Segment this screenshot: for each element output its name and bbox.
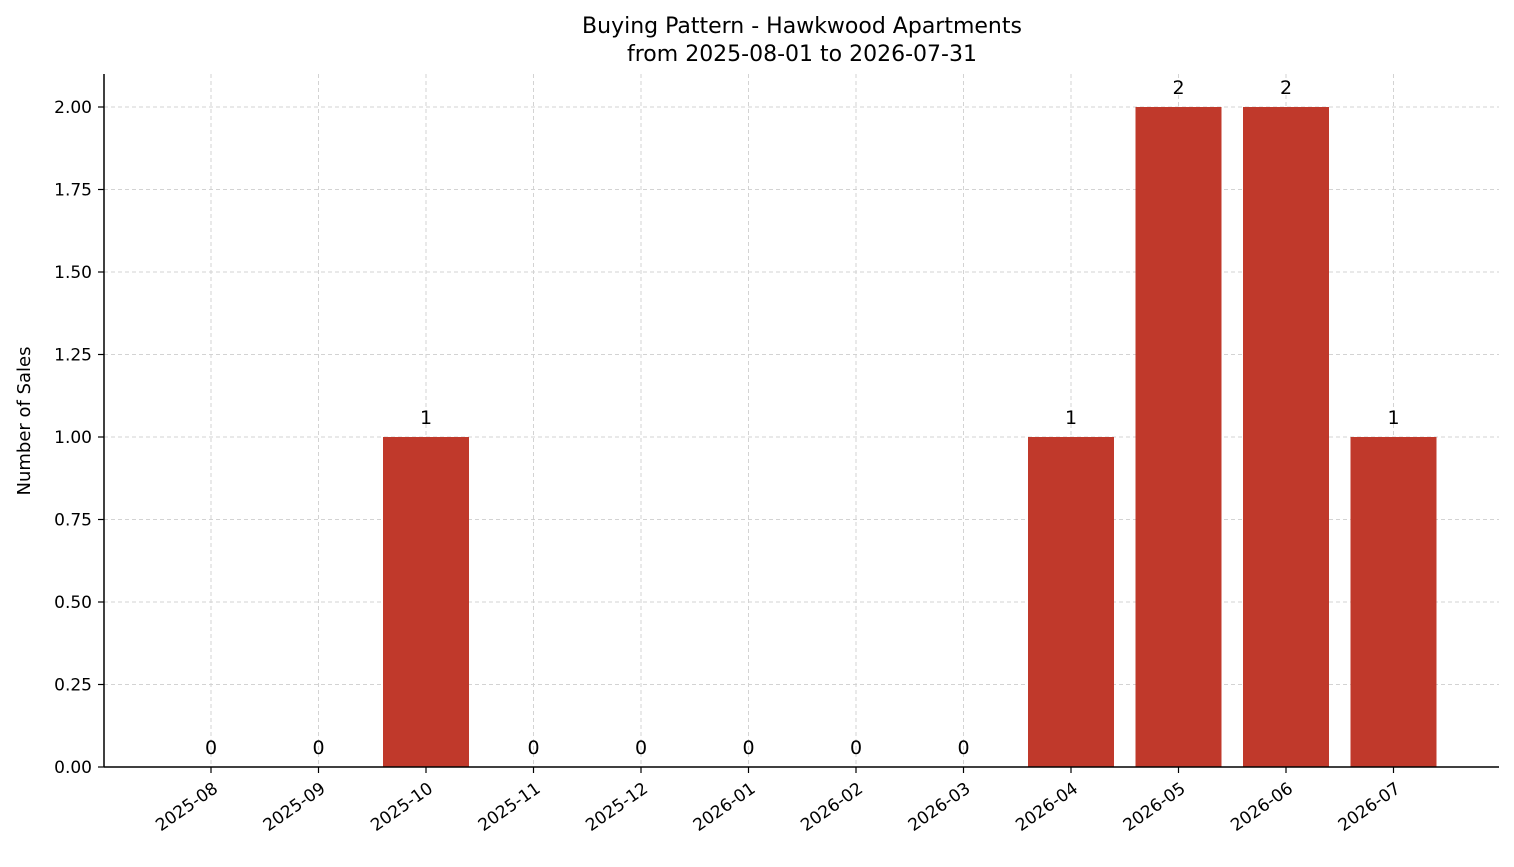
y-tick-label: 0.00 xyxy=(54,758,92,778)
bar-value-label: 1 xyxy=(420,407,432,429)
bar-value-label: 0 xyxy=(205,737,217,759)
x-tick-label: 2026-02 xyxy=(797,779,867,836)
bar-value-label: 2 xyxy=(1172,77,1184,99)
bar-value-label: 0 xyxy=(635,737,647,759)
x-tick-label: 2026-04 xyxy=(1012,779,1082,836)
x-tick-label: 2025-08 xyxy=(152,779,222,836)
y-tick-label: 1.50 xyxy=(54,263,92,283)
x-tick-label: 2025-11 xyxy=(475,779,545,836)
data-labels: 0 0 1 0 0 0 0 0 1 2 2 1 xyxy=(205,77,1400,759)
x-tick-label: 2026-03 xyxy=(905,779,975,836)
bar-value-label: 0 xyxy=(742,737,754,759)
bar-value-label: 0 xyxy=(527,737,539,759)
y-axis-label: Number of Sales xyxy=(14,346,35,495)
x-tick-label: 2026-05 xyxy=(1120,779,1190,836)
y-tick-label: 0.50 xyxy=(54,593,92,613)
x-tick-label: 2026-07 xyxy=(1335,779,1405,836)
chart-subtitle: from 2025-08-01 to 2026-07-31 xyxy=(627,42,977,67)
bar-value-label: 2 xyxy=(1280,77,1292,99)
y-tick-label: 0.75 xyxy=(54,511,92,531)
bar-value-label: 0 xyxy=(957,737,969,759)
bar-value-label: 0 xyxy=(850,737,862,759)
x-ticks: 2025-08 2025-09 2025-10 2025-11 2025-12 2026-… xyxy=(152,767,1404,836)
bar-value-label: 1 xyxy=(1065,407,1077,429)
chart-title: Buying Pattern - Hawkwood Apartments xyxy=(582,14,1022,39)
x-tick-label: 2025-10 xyxy=(367,779,437,836)
y-ticks: 0.00 0.25 0.50 0.75 1.00 1.25 1.50 1.75 2.00 xyxy=(54,98,104,778)
x-tick-label: 2025-12 xyxy=(582,779,652,836)
bar-value-label: 0 xyxy=(312,737,324,759)
x-tick-label: 2026-01 xyxy=(690,779,760,836)
y-tick-label: 2.00 xyxy=(54,98,92,118)
x-tick-label: 2025-09 xyxy=(260,779,330,836)
bar xyxy=(1135,107,1222,767)
y-tick-label: 0.25 xyxy=(54,676,92,696)
bar xyxy=(1028,437,1114,767)
x-tick-label: 2026-06 xyxy=(1227,779,1297,836)
bar-value-label: 1 xyxy=(1387,407,1399,429)
bar xyxy=(1243,107,1329,767)
bar xyxy=(383,437,469,767)
y-tick-label: 1.00 xyxy=(54,428,92,448)
y-tick-label: 1.75 xyxy=(54,181,92,201)
bar xyxy=(1350,437,1437,767)
bars xyxy=(383,107,1437,767)
y-tick-label: 1.25 xyxy=(54,346,92,366)
